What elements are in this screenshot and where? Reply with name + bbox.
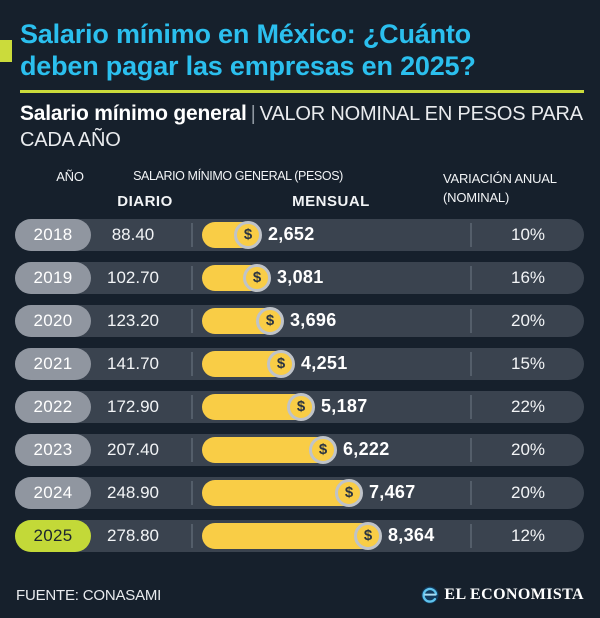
column-divider — [470, 351, 472, 376]
column-header-group: SALARIO MÍNIMO GENERAL (PESOS) — [133, 168, 343, 183]
monthly-wage-bar: $ — [202, 349, 295, 378]
year-pill: 2024 — [15, 476, 91, 509]
column-divider — [470, 308, 472, 333]
page-title-line2: deben pagar las empresas en 2025? — [20, 51, 476, 81]
table-row: 2019 102.70 $ 3,081 16% — [15, 261, 584, 294]
column-header-monthly: MENSUAL — [292, 192, 370, 210]
column-divider — [470, 480, 472, 505]
brand-name: EL ECONOMISTA — [444, 586, 584, 603]
brand-logo: EL ECONOMISTA — [421, 586, 584, 604]
monthly-wage-value: 3,081 — [277, 267, 324, 287]
subtitle-rest: VALOR NOMINAL EN PESOS PARA CADA AÑO — [20, 102, 582, 151]
monthly-wage-value: 2,652 — [268, 224, 315, 244]
column-divider — [470, 394, 472, 419]
peso-coin-icon: $ — [267, 349, 295, 378]
table-row: 2022 172.90 $ 5,187 22% — [15, 390, 584, 423]
monthly-wage-bar: $ — [202, 435, 337, 464]
table-row: 2025 278.80 $ 8,364 12% — [15, 519, 584, 552]
source-text: FUENTE: CONASAMI — [16, 586, 162, 604]
year-pill: 2023 — [15, 433, 91, 466]
page-title-line1: Salario mínimo en México: ¿Cuánto — [20, 19, 471, 49]
table-rows: 2018 88.40 $ 2,652 10% 2019 102.70 $ 3,0… — [15, 218, 584, 552]
daily-wage-value: 172.90 — [107, 396, 159, 416]
column-divider — [191, 222, 193, 247]
table-row: 2021 141.70 $ 4,251 15% — [15, 347, 584, 380]
column-divider — [191, 437, 193, 462]
title-underline — [20, 90, 584, 93]
table-row: 2018 88.40 $ 2,652 10% — [15, 218, 584, 251]
column-divider — [191, 480, 193, 505]
footer: FUENTE: CONASAMI EL ECONOMISTA — [16, 586, 584, 604]
column-divider — [470, 437, 472, 462]
variation-value: 20% — [510, 439, 546, 459]
variation-value: 20% — [510, 310, 546, 330]
el-economista-logo-icon — [421, 586, 439, 604]
chart-subtitle: Salario mínimo general | VALOR NOMINAL EN … — [20, 101, 584, 153]
monthly-wage-bar: $ — [202, 306, 284, 335]
variation-value: 22% — [510, 396, 546, 416]
column-divider — [191, 308, 193, 333]
monthly-wage-value: 5,187 — [321, 396, 368, 416]
monthly-wage-bar: $ — [202, 521, 382, 550]
column-divider — [191, 523, 193, 548]
peso-coin-icon: $ — [256, 306, 284, 335]
variation-value: 12% — [510, 525, 546, 545]
monthly-wage-value: 3,696 — [290, 310, 337, 330]
monthly-wage-bar: $ — [202, 478, 363, 507]
column-divider — [470, 222, 472, 247]
peso-coin-icon: $ — [234, 220, 262, 249]
accent-square — [0, 40, 12, 62]
monthly-wage-value: 4,251 — [301, 353, 348, 373]
daily-wage-value: 88.40 — [111, 224, 155, 244]
peso-coin-icon: $ — [243, 263, 271, 292]
daily-wage-value: 123.20 — [107, 310, 159, 330]
column-header-daily: DIARIO — [117, 192, 173, 210]
variation-value: 16% — [510, 267, 546, 287]
year-pill: 2022 — [15, 390, 91, 423]
table-row: 2020 123.20 $ 3,696 20% — [15, 304, 584, 337]
column-header-year: AÑO — [56, 168, 84, 184]
daily-wage-value: 278.80 — [107, 525, 159, 545]
year-pill: 2018 — [15, 218, 91, 251]
variation-value: 20% — [510, 482, 546, 502]
variation-value: 15% — [510, 353, 546, 373]
year-pill: 2025 — [15, 519, 91, 552]
table-row: 2023 207.40 $ 6,222 20% — [15, 433, 584, 466]
monthly-wage-value: 7,467 — [369, 482, 416, 502]
peso-coin-icon: $ — [287, 392, 315, 421]
page-title: Salario mínimo en México: ¿Cuánto deben … — [20, 18, 584, 82]
daily-wage-value: 102.70 — [107, 267, 159, 287]
year-pill: 2020 — [15, 304, 91, 337]
monthly-wage-bar: $ — [202, 263, 271, 292]
daily-wage-value: 248.90 — [107, 482, 159, 502]
monthly-wage-bar: $ — [202, 220, 262, 249]
subtitle-separator: | — [250, 102, 256, 125]
column-header-variation: VARIACIÓN ANUAL (NOMINAL) — [443, 169, 599, 205]
year-pill: 2021 — [15, 347, 91, 380]
column-divider — [470, 265, 472, 290]
column-header-variation-line1: VARIACIÓN ANUAL — [443, 170, 557, 186]
column-divider — [191, 265, 193, 290]
column-divider — [191, 394, 193, 419]
year-pill: 2019 — [15, 261, 91, 294]
subtitle-bold: Salario mínimo general — [20, 101, 247, 125]
peso-coin-icon: $ — [335, 478, 363, 507]
monthly-wage-value: 6,222 — [343, 439, 390, 459]
column-divider — [191, 351, 193, 376]
monthly-wage-value: 8,364 — [388, 525, 435, 545]
daily-wage-value: 141.70 — [107, 353, 159, 373]
column-headers: AÑO SALARIO MÍNIMO GENERAL (PESOS) DIARI… — [15, 165, 584, 219]
variation-value: 10% — [510, 224, 546, 244]
wage-table: AÑO SALARIO MÍNIMO GENERAL (PESOS) DIARI… — [15, 165, 584, 552]
peso-coin-icon: $ — [354, 521, 382, 550]
table-row: 2024 248.90 $ 7,467 20% — [15, 476, 584, 509]
daily-wage-value: 207.40 — [107, 439, 159, 459]
peso-coin-icon: $ — [309, 435, 337, 464]
column-header-variation-line2: (NOMINAL) — [443, 189, 510, 205]
monthly-wage-bar: $ — [202, 392, 315, 421]
column-divider — [470, 523, 472, 548]
